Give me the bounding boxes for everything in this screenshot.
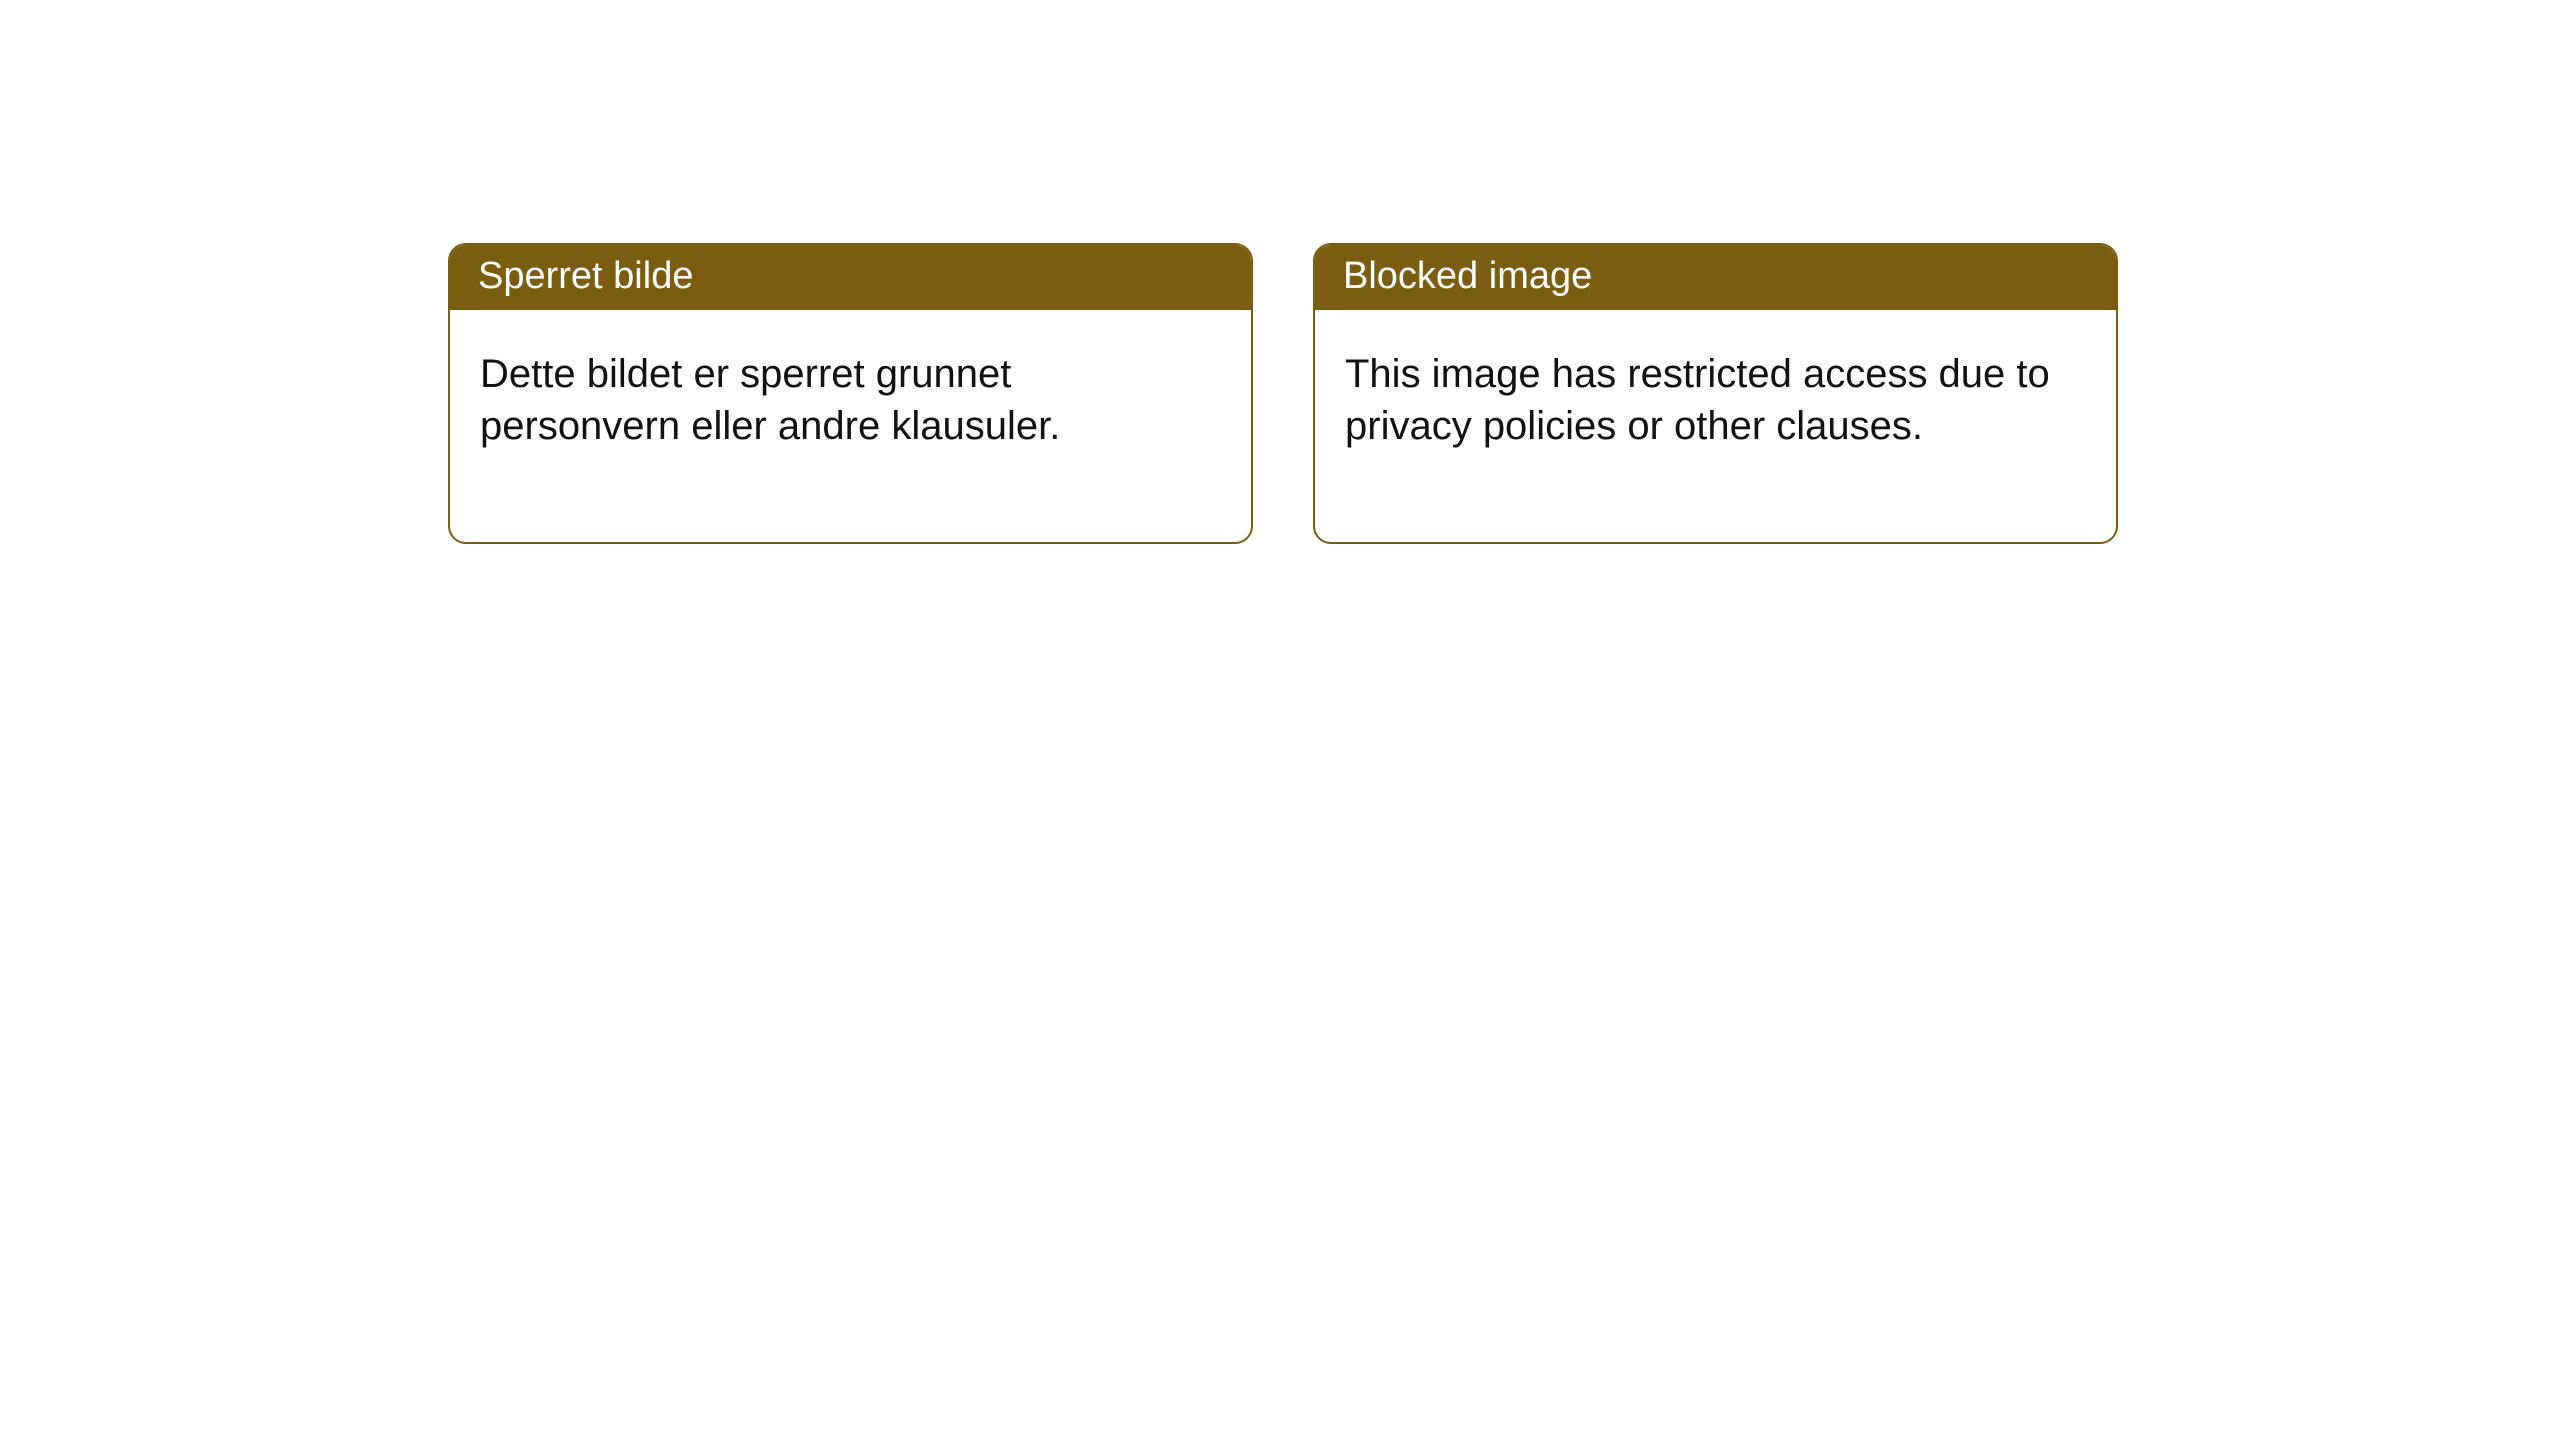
card-body: Dette bildet er sperret grunnet personve… xyxy=(450,310,1251,542)
card-header: Sperret bilde xyxy=(450,245,1251,310)
card-header: Blocked image xyxy=(1315,245,2116,310)
blocked-image-card-en: Blocked image This image has restricted … xyxy=(1313,243,2118,544)
card-body: This image has restricted access due to … xyxy=(1315,310,2116,542)
notice-cards-container: Sperret bilde Dette bildet er sperret gr… xyxy=(0,0,2560,544)
blocked-image-card-no: Sperret bilde Dette bildet er sperret gr… xyxy=(448,243,1253,544)
